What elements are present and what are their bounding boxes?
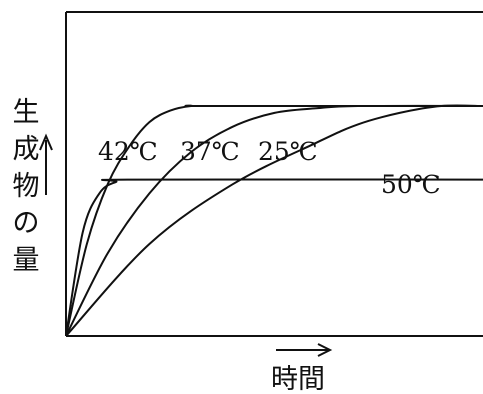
series-line-0: [65, 104, 483, 337]
y-axis-label-char: 量: [13, 245, 40, 276]
y-axis-label-char: 生: [13, 97, 40, 128]
series-curves: [65, 104, 483, 337]
x-axis-arrow-head: [317, 343, 333, 357]
series-label-37: 37℃: [180, 137, 240, 166]
y-axis-label-char: 成: [13, 134, 40, 165]
x-axis-label: 時間: [271, 364, 325, 394]
y-axis-label-char: 物: [13, 171, 40, 202]
series-line-3: [65, 178, 483, 337]
series-label-42: 42℃: [98, 137, 158, 166]
series-label-25: 25℃: [258, 137, 318, 166]
series-line-1: [65, 104, 483, 337]
y-axis-arrow-head: [39, 133, 53, 151]
y-axis-label-char: の: [13, 208, 40, 239]
series-line-2: [65, 104, 483, 337]
series-label-50: 50℃: [381, 170, 441, 199]
